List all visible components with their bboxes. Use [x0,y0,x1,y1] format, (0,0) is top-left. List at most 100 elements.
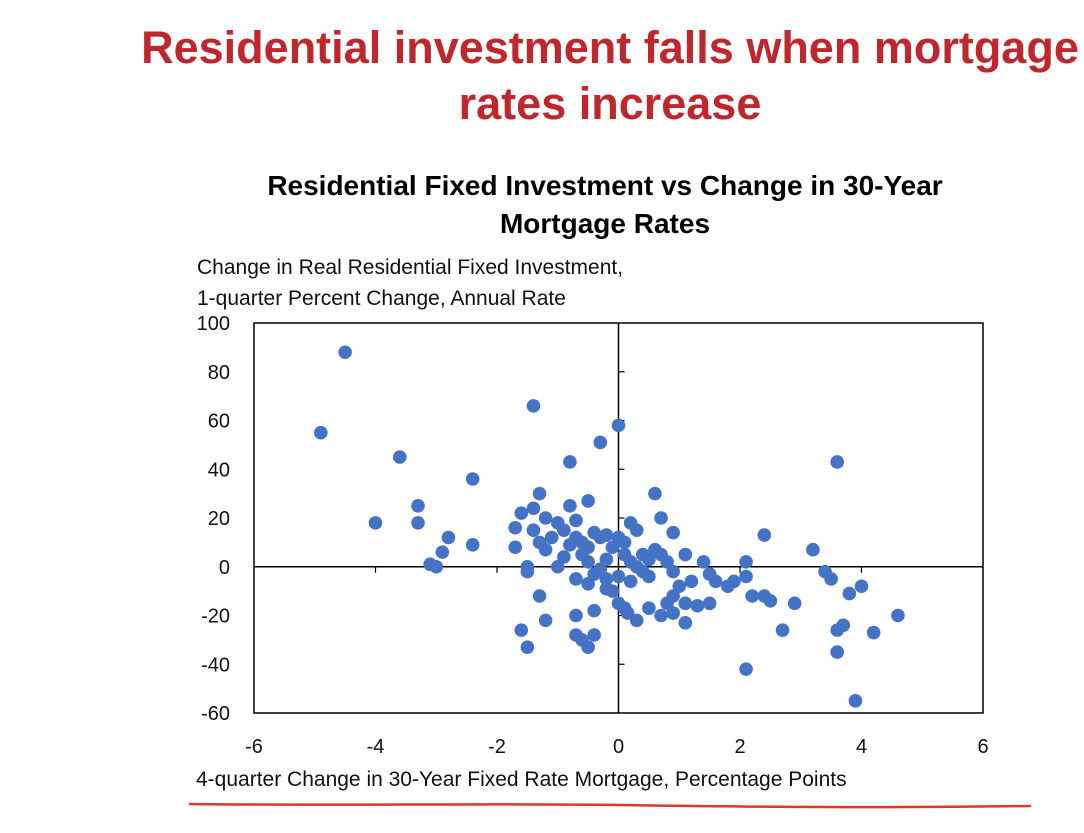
data-point [642,601,656,615]
data-point [514,506,529,520]
x-axis-label: 4-quarter Change in 30-Year Fixed Rate M… [196,768,847,791]
data-point [532,486,547,501]
data-point [806,542,820,557]
data-point [830,645,844,659]
data-point [623,574,638,589]
y-tick-label: 100 [197,313,230,335]
data-point [557,523,571,537]
y-tick-label: 40 [208,459,230,481]
y-tick-label: 0 [219,557,230,579]
data-point [599,572,614,586]
slide-title: Residential investment falls when mortga… [141,22,1079,129]
data-point [587,603,601,618]
data-point [581,494,595,508]
data-point [532,589,547,603]
x-tick-label: 4 [856,736,867,758]
data-point [620,606,635,620]
data-point [678,616,693,630]
data-point [599,581,614,596]
data-point [824,572,838,586]
data-point [526,523,541,537]
data-point [441,530,456,545]
data-point [660,596,674,611]
data-point [429,559,444,574]
data-point [314,425,328,440]
data-point [617,535,632,550]
y-tick-label: -40 [201,654,230,676]
data-point [569,513,583,528]
data-point [538,511,553,525]
y-tick-label: 80 [208,362,230,384]
data-point [672,579,687,594]
data-point [465,472,480,486]
data-point [514,623,529,637]
data-point [526,399,541,413]
data-point [411,499,425,513]
data-point [763,594,778,608]
data-point [581,555,595,569]
data-point [629,613,644,628]
data-point [848,694,863,708]
data-point [508,520,523,535]
data-point [611,569,626,584]
data-point [611,418,626,433]
data-point [338,345,352,360]
data-point [702,596,717,611]
data-point [666,606,680,620]
data-point [411,516,425,530]
data-point [569,608,583,623]
data-point [520,564,535,579]
data-point [563,499,577,513]
x-tick-label: -6 [245,736,263,758]
data-point [587,628,601,642]
data-point [581,640,595,654]
data-point [727,574,741,589]
data-point [605,540,620,555]
data-point [581,577,595,591]
data-point [654,511,668,525]
data-point [739,662,753,676]
data-point [599,552,614,567]
data-point [648,486,662,501]
data-point [696,555,711,569]
data-point [708,574,723,589]
data-point [563,455,577,469]
underline-stroke [188,802,1032,809]
data-point [544,530,559,545]
data-point [654,608,668,623]
data-point [787,596,802,611]
data-point [629,523,644,537]
data-point [636,547,650,562]
data-point [642,569,656,584]
data-point [526,501,541,516]
x-tick-label: 2 [734,736,745,758]
data-point [550,559,565,574]
data-point [599,528,614,542]
y-tick-label: 20 [208,508,230,530]
axes-layer [254,323,983,713]
data-point [508,540,523,555]
data-point [842,586,857,601]
data-points [314,345,905,708]
y-tick-label: 60 [208,411,230,433]
x-tick-label: 6 [977,736,988,758]
data-point [563,538,577,552]
y-tick-label: -20 [201,606,230,628]
x-tick-label: -2 [488,736,506,758]
data-point [891,608,905,623]
data-point [368,516,383,530]
data-point [538,613,553,628]
data-point [678,547,693,562]
data-point [435,545,450,559]
data-point [569,572,583,586]
data-point [666,525,680,540]
data-point [520,640,535,654]
chart-title: Residential Fixed Investment vs Change i… [267,170,943,239]
data-point [666,564,680,579]
data-point [538,542,553,557]
data-point [660,555,674,569]
x-tick-label: -4 [367,736,385,758]
